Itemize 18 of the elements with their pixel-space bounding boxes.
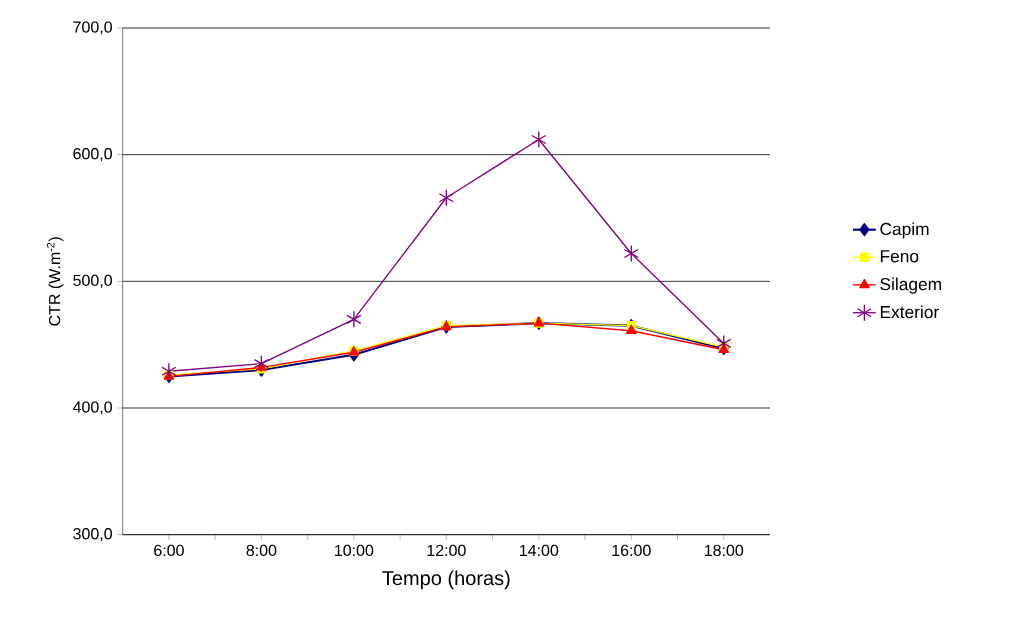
x-tick-label: 8:00 — [246, 544, 277, 557]
legend-label: Silagem — [880, 277, 941, 294]
legend-label: Exterior — [880, 305, 939, 319]
x-tick-label: 16:00 — [612, 544, 651, 557]
legend-label: Capim — [880, 222, 929, 239]
y-tick-label: 300,0 — [73, 528, 112, 542]
y-tick-label: 400,0 — [72, 401, 112, 415]
y-tick-label: 600,0 — [73, 148, 112, 162]
y-axis-title: CTR (W.m$^{-2}$) — [46, 237, 64, 326]
x-tick-label: 6:00 — [154, 544, 184, 557]
y-tick-label: 500,0 — [73, 274, 112, 288]
x-tick-label: 14:00 — [520, 544, 559, 557]
x-axis-title: Tempo (horas) — [382, 570, 510, 590]
y-tick-label: 700,0 — [73, 21, 112, 35]
x-tick-label: 18:00 — [704, 544, 744, 557]
legend-label: Feno — [880, 250, 919, 263]
x-tick-label: 10:00 — [335, 544, 374, 557]
x-tick-label: 12:00 — [427, 544, 466, 557]
